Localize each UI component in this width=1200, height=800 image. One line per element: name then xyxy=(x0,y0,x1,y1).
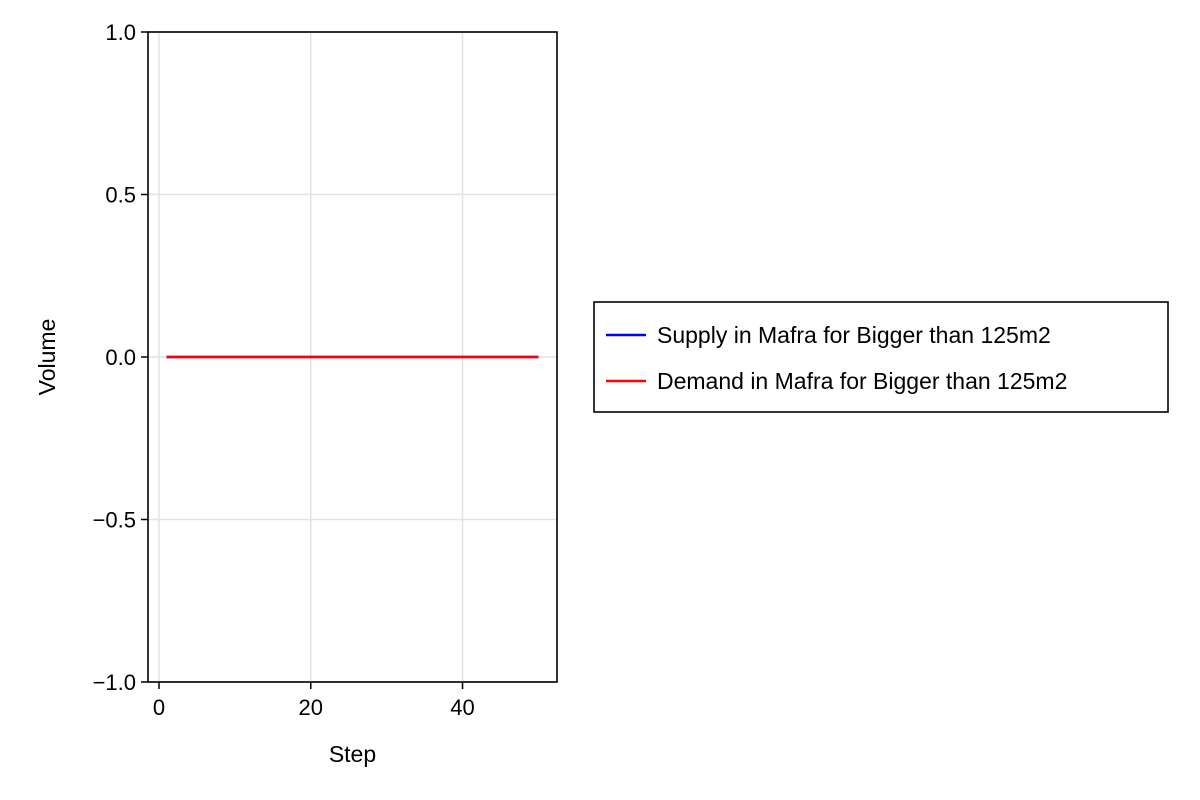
y-tick-label: −1.0 xyxy=(93,670,136,695)
legend: Supply in Mafra for Bigger than 125m2 Dem… xyxy=(593,301,1169,413)
legend-items: Supply in Mafra for Bigger than 125m2 Dem… xyxy=(606,322,1067,394)
x-axis: 0 20 40 xyxy=(153,682,475,720)
y-axis-label: Volume xyxy=(34,319,60,396)
y-axis: −1.0 −0.5 0.0 0.5 1.0 xyxy=(93,20,148,695)
y-tick-label: 0.5 xyxy=(105,183,136,208)
x-axis-label: Step xyxy=(329,741,376,767)
x-tick-label: 40 xyxy=(450,695,474,720)
x-tick-label: 20 xyxy=(299,695,323,720)
y-tick-label: 0.0 xyxy=(105,345,136,370)
y-tick-label: 1.0 xyxy=(105,20,136,45)
legend-entry-1: Supply in Mafra for Bigger than 125m2 xyxy=(657,322,1051,348)
y-tick-label: −0.5 xyxy=(93,508,136,533)
legend-box xyxy=(593,301,1169,413)
legend-entry-2: Demand in Mafra for Bigger than 125m2 xyxy=(657,368,1067,394)
x-tick-label: 0 xyxy=(153,695,165,720)
